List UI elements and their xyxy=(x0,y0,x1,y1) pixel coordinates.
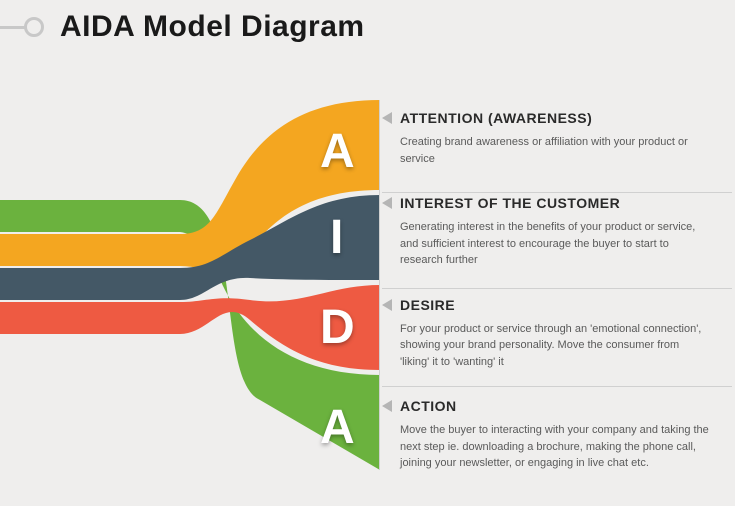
letter-a1: A xyxy=(320,124,355,179)
letter-a2: A xyxy=(320,400,355,455)
details-column: ATTENTION (AWARENESS) Creating brand awa… xyxy=(400,110,710,472)
section-title: INTEREST OF THE CUSTOMER xyxy=(400,195,710,211)
section-title: ATTENTION (AWARENESS) xyxy=(400,110,710,126)
section-interest: INTEREST OF THE CUSTOMER Generating inte… xyxy=(400,195,710,269)
aida-diagram: A I D A xyxy=(0,100,380,470)
arrow-icon xyxy=(382,400,392,412)
section-attention: ATTENTION (AWARENESS) Creating brand awa… xyxy=(400,110,710,167)
arrow-icon xyxy=(382,112,392,124)
letter-i: I xyxy=(330,210,343,265)
arrow-icon xyxy=(382,197,392,209)
section-body: Generating interest in the benefits of y… xyxy=(400,219,710,269)
title-bullet-icon xyxy=(24,17,44,37)
letter-d: D xyxy=(320,300,355,355)
section-desire: DESIRE For your product or service throu… xyxy=(400,297,710,371)
section-title: DESIRE xyxy=(400,297,710,313)
page-title: AIDA Model Diagram xyxy=(60,10,365,44)
section-body: For your product or service through an '… xyxy=(400,321,710,371)
section-body: Move the buyer to interacting with your … xyxy=(400,422,710,472)
section-title: ACTION xyxy=(400,398,710,414)
vertical-divider xyxy=(379,100,380,470)
section-action: ACTION Move the buyer to interacting wit… xyxy=(400,398,710,472)
section-body: Creating brand awareness or affiliation … xyxy=(400,134,710,167)
arrow-icon xyxy=(382,299,392,311)
title-row: AIDA Model Diagram xyxy=(0,10,365,44)
